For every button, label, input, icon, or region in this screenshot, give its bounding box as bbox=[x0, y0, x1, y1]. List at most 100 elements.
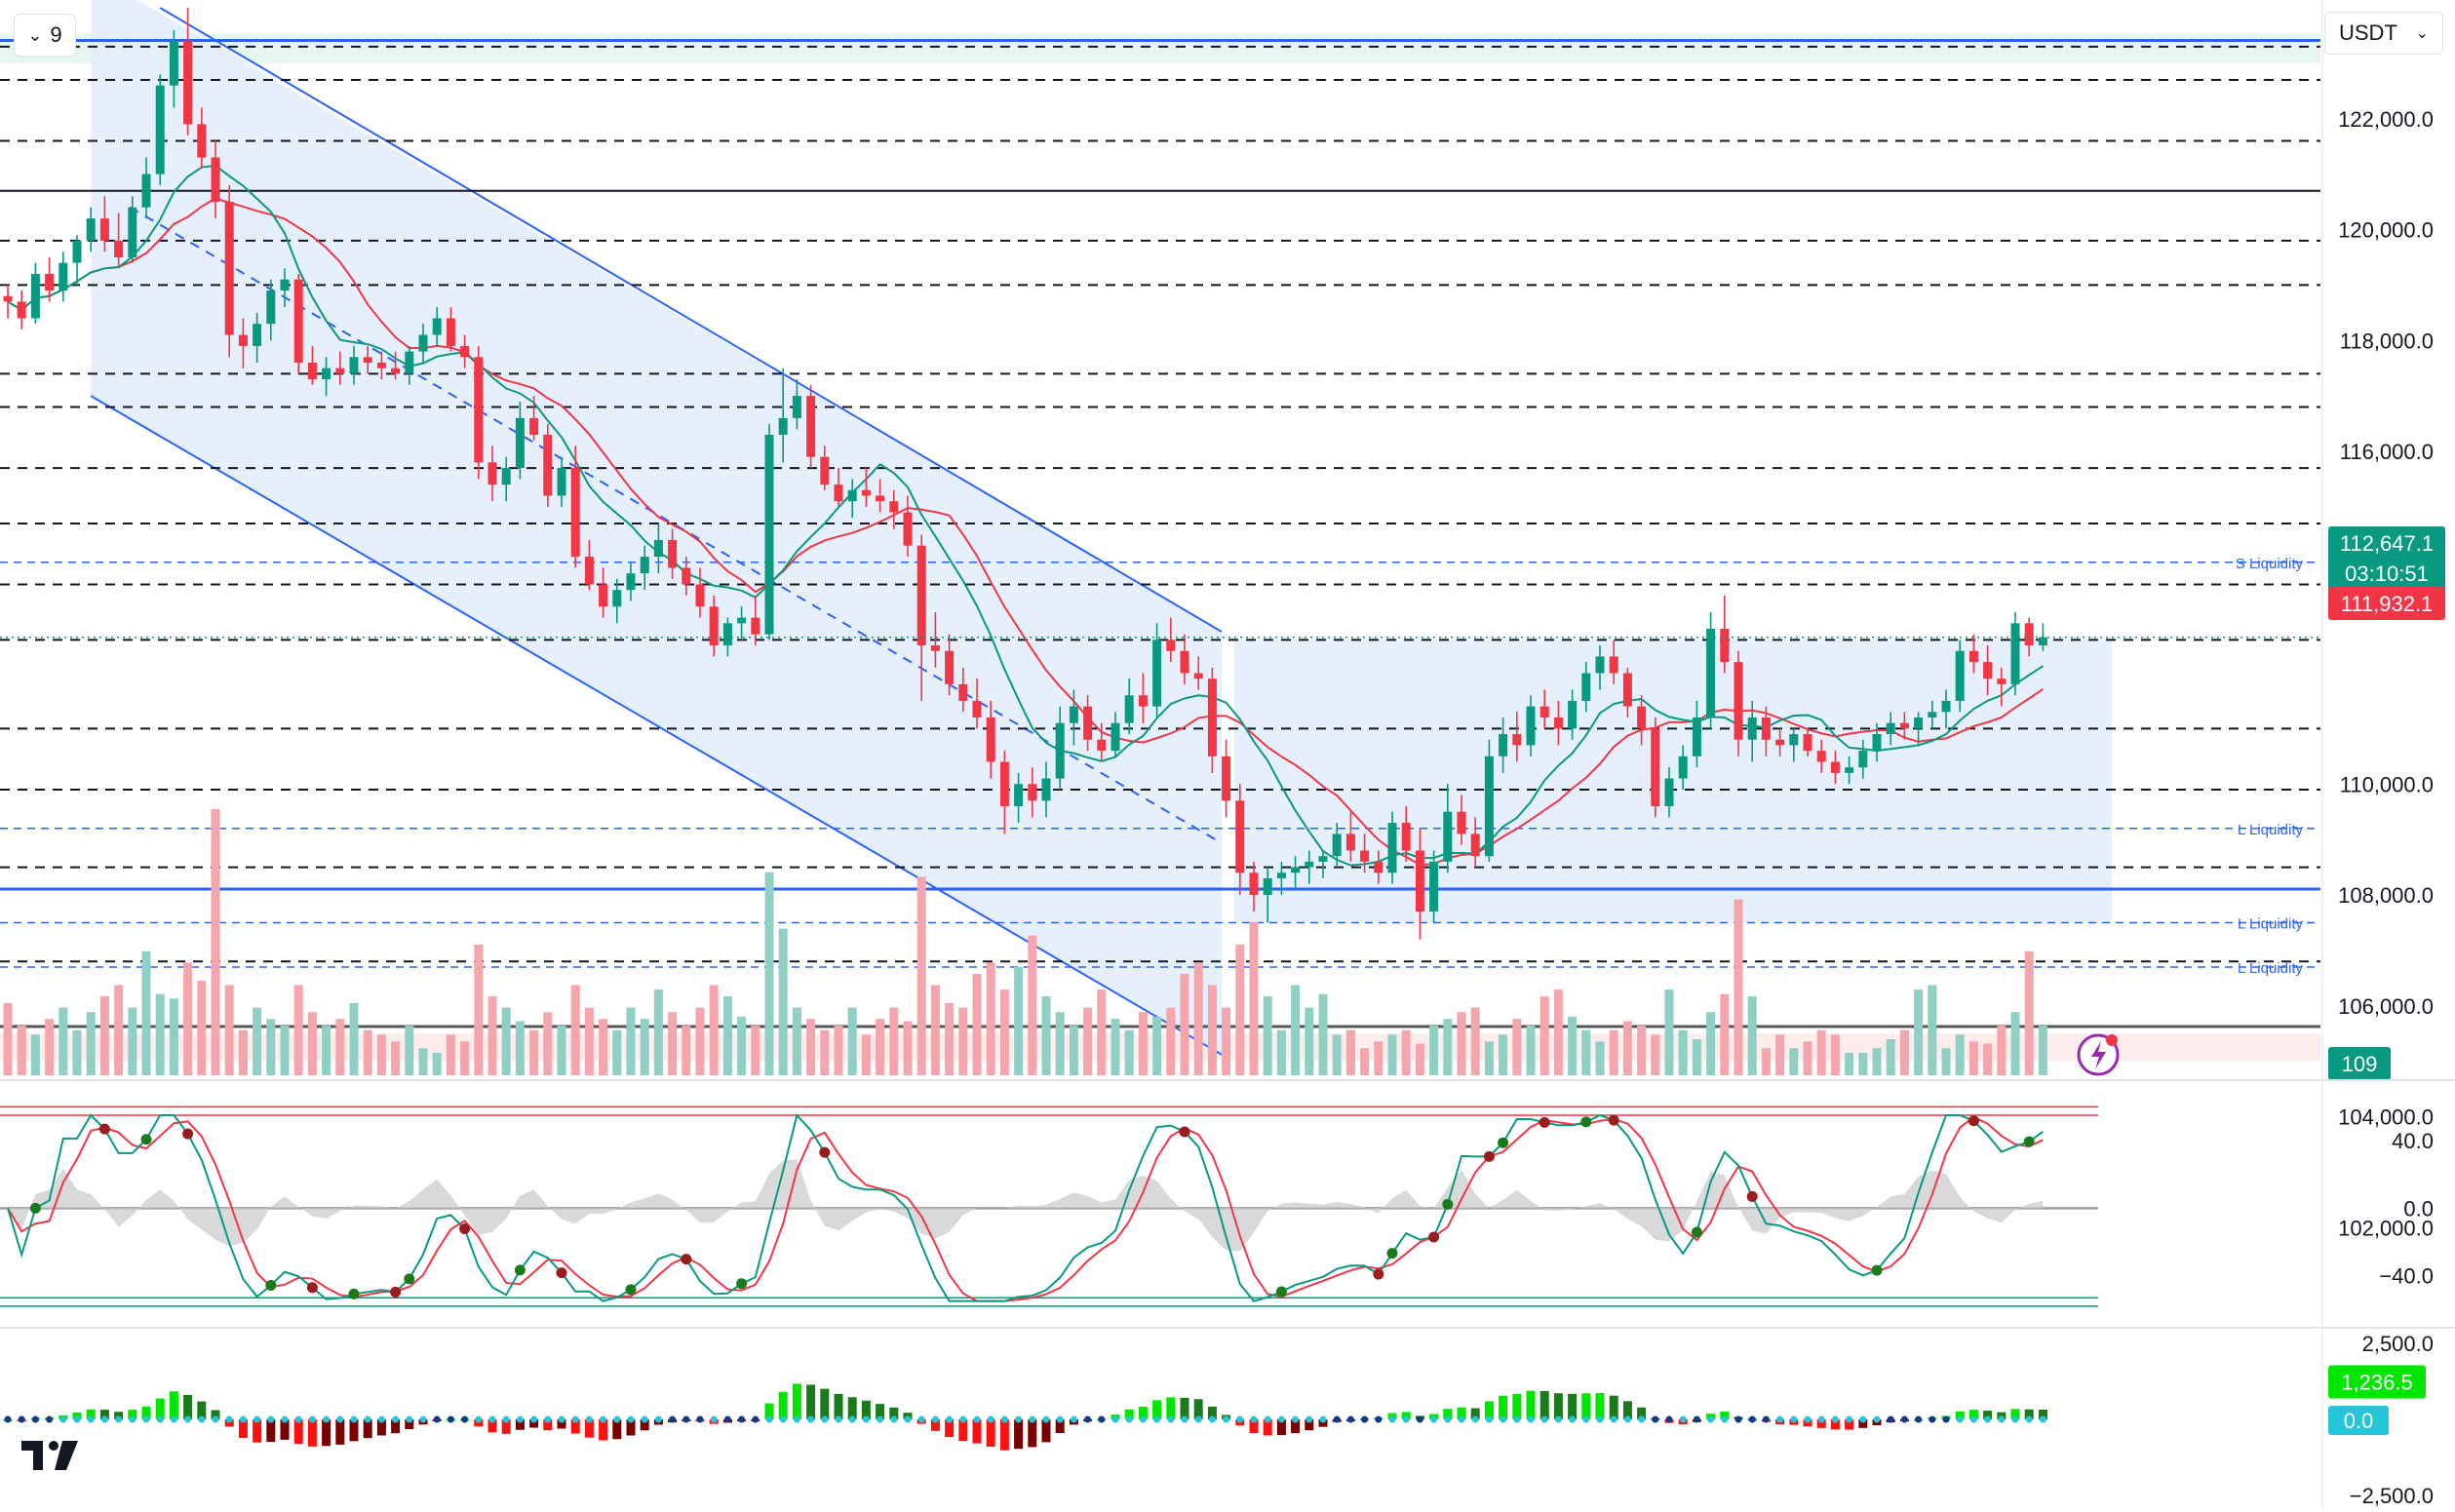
volume-bar bbox=[1387, 1034, 1397, 1075]
zero-dot bbox=[765, 1415, 773, 1423]
histogram-bar bbox=[238, 1419, 248, 1438]
candle bbox=[1249, 861, 1259, 912]
zero-dot bbox=[433, 1415, 441, 1423]
candle-body bbox=[1968, 650, 1978, 663]
candle-body bbox=[612, 590, 622, 607]
candle-body bbox=[307, 363, 317, 380]
candle-body bbox=[45, 274, 55, 291]
volume-bar bbox=[1457, 1012, 1466, 1075]
volume-bar bbox=[432, 1052, 442, 1075]
zero-dot bbox=[1887, 1415, 1894, 1423]
candle bbox=[1553, 700, 1563, 746]
candle bbox=[1401, 806, 1411, 862]
zero-dot bbox=[461, 1415, 469, 1423]
candle-body bbox=[599, 584, 608, 607]
volume-bar bbox=[889, 1007, 899, 1075]
candle-body bbox=[640, 557, 649, 574]
price-tick-label: 108,000.0 bbox=[2338, 883, 2434, 908]
histogram-bar bbox=[253, 1419, 262, 1443]
candle bbox=[307, 345, 317, 385]
histogram-bar bbox=[792, 1383, 801, 1419]
volume-bar bbox=[1291, 985, 1301, 1075]
candle bbox=[1111, 712, 1120, 756]
currency-select[interactable]: USDT ⌄ bbox=[2324, 12, 2443, 55]
histogram-bar bbox=[1041, 1419, 1051, 1443]
volume-bar bbox=[695, 1007, 705, 1075]
volume-bar bbox=[1124, 1029, 1134, 1075]
osc2-tick-label: −2,500.0 bbox=[2350, 1484, 2434, 1507]
volume-bar bbox=[1789, 1048, 1799, 1075]
volume-bar bbox=[1111, 1019, 1120, 1075]
cross-dot bbox=[625, 1284, 637, 1296]
candle bbox=[376, 351, 386, 380]
candle bbox=[1872, 722, 1882, 762]
candle bbox=[737, 606, 747, 640]
candle bbox=[224, 185, 234, 358]
volume-bar bbox=[266, 1019, 276, 1075]
candle-body bbox=[778, 417, 788, 435]
candle bbox=[1276, 861, 1286, 895]
zero-dot bbox=[1181, 1415, 1189, 1423]
candle-body bbox=[1830, 761, 1840, 773]
s-liquidity-label: S Liquidity bbox=[2236, 556, 2304, 572]
volume-bar bbox=[1499, 1034, 1508, 1075]
volume-bar bbox=[197, 980, 207, 1075]
cross-dot bbox=[459, 1223, 471, 1235]
zero-dot bbox=[1346, 1415, 1354, 1423]
countdown-tag: 03:10:51 bbox=[2345, 562, 2429, 586]
candle-body bbox=[930, 645, 940, 651]
candle bbox=[1581, 662, 1591, 713]
volume-bar bbox=[1222, 1007, 1231, 1075]
histogram-bar bbox=[640, 1419, 649, 1431]
candle-body bbox=[99, 218, 109, 241]
histogram-bar bbox=[626, 1419, 636, 1436]
histogram-bar bbox=[834, 1393, 843, 1419]
ma-price-tag: 111,932.1 bbox=[2341, 592, 2434, 616]
histogram-bar bbox=[1622, 1401, 1632, 1419]
volume-bar bbox=[834, 1026, 843, 1075]
volume-bar bbox=[847, 1007, 857, 1075]
candle-body bbox=[1581, 673, 1591, 701]
current-price-tag: 112,647.1 bbox=[2340, 531, 2434, 556]
volume-bar bbox=[584, 1007, 594, 1075]
volume-bar bbox=[1734, 899, 1743, 1075]
volume-bar bbox=[1470, 1007, 1480, 1075]
candle-body bbox=[668, 540, 678, 568]
candle-body bbox=[30, 274, 40, 319]
cross-dot bbox=[1179, 1126, 1190, 1138]
zero-dot bbox=[1167, 1415, 1175, 1423]
cross-dot bbox=[1498, 1137, 1509, 1148]
volume-bar bbox=[1803, 1041, 1812, 1075]
cross-dot bbox=[1968, 1115, 1979, 1127]
zero-dot bbox=[1527, 1415, 1535, 1423]
candle bbox=[487, 446, 497, 502]
candle bbox=[1914, 712, 1924, 746]
volume-bar bbox=[806, 1019, 816, 1075]
histogram-bar bbox=[2024, 1409, 2034, 1419]
candle bbox=[183, 8, 193, 136]
candle bbox=[903, 495, 913, 558]
volume-bar bbox=[1968, 1041, 1978, 1075]
price-tick-label: 104,000.0 bbox=[2338, 1105, 2434, 1130]
zero-dot bbox=[1846, 1415, 1853, 1423]
volume-bar bbox=[876, 1019, 885, 1075]
l-liquidity-label: L Liquidity bbox=[2238, 915, 2303, 932]
candle-body bbox=[474, 357, 484, 463]
candle bbox=[1622, 667, 1632, 717]
candle bbox=[889, 489, 899, 529]
candle bbox=[722, 617, 732, 657]
volume-bar bbox=[1166, 1007, 1176, 1075]
zero-dot bbox=[877, 1415, 884, 1423]
candle bbox=[1470, 817, 1480, 868]
interval-toggle-button[interactable]: ⌄ 9 bbox=[14, 14, 76, 57]
histogram-bar bbox=[1858, 1419, 1868, 1428]
candle bbox=[1720, 595, 1730, 674]
histogram-bar bbox=[1055, 1419, 1065, 1434]
zero-dot bbox=[1804, 1415, 1812, 1423]
candle-body bbox=[1291, 867, 1301, 873]
candle-body bbox=[916, 545, 926, 646]
volume-bar bbox=[1899, 1029, 1909, 1075]
volume-bar bbox=[99, 996, 109, 1075]
